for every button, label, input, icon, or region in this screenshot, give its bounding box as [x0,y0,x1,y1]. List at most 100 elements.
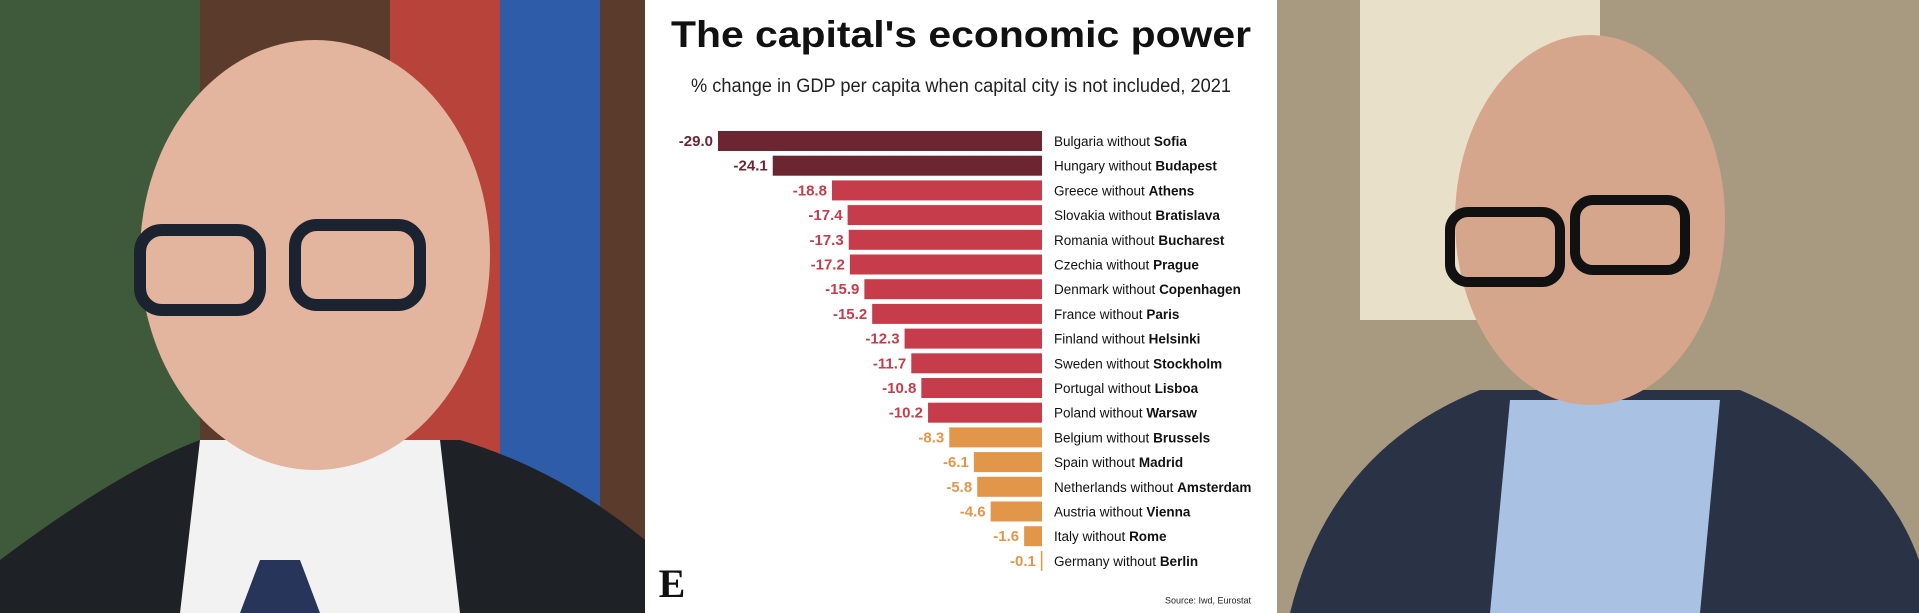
value-label: -17.2 [811,256,845,273]
category-label: Sweden without Stockholm [1054,356,1222,371]
category-prefix: France without [1054,306,1143,321]
category-label: Austria without Vienna [1054,504,1191,519]
value-label: -18.8 [793,182,827,199]
category-prefix: Austria without [1054,504,1143,519]
category-city: Rome [1129,529,1167,544]
bar [848,229,1042,250]
value-label: -10.2 [889,405,923,422]
value-label: -4.6 [960,503,986,520]
tie [240,560,320,613]
face [140,40,490,470]
value-label: -0.1 [1010,553,1036,570]
category-city: Paris [1146,306,1179,321]
bar [1024,526,1042,547]
category-label: Poland without Warsaw [1054,405,1197,420]
category-city: Copenhagen [1159,282,1241,297]
glasses-right [289,219,426,311]
category-prefix: Belgium without [1054,430,1150,445]
value-label: -10.8 [882,380,916,397]
category-city: Athens [1149,183,1195,198]
value-label: -1.6 [993,528,1019,545]
category-label: Italy without Rome [1054,529,1167,544]
bar [921,378,1042,398]
bar [973,452,1042,473]
category-prefix: Poland without [1054,405,1143,420]
bar [904,328,1042,349]
category-label: Denmark without Copenhagen [1054,282,1241,297]
bar [977,476,1042,497]
category-label: Hungary without Budapest [1054,158,1217,173]
shirt [1490,400,1720,613]
bar [872,303,1042,324]
source-note: Source: Iwd, Eurostat [1165,595,1252,605]
category-city: Warsaw [1146,405,1197,420]
category-label: Finland without Helsinki [1054,331,1200,346]
face [1455,35,1725,405]
logo: E [659,561,686,606]
category-city: Vienna [1146,504,1191,519]
chart-subtitle: % change in GDP per capita when capital … [691,76,1231,97]
value-label: -5.8 [946,479,972,496]
category-city: Helsinki [1149,331,1201,346]
shirt [180,440,460,613]
value-label: -11.7 [873,355,906,372]
category-prefix: Spain without [1054,455,1135,470]
category-city: Bucharest [1158,232,1225,247]
value-label: -17.3 [810,232,844,249]
category-city: Prague [1153,257,1199,272]
chart-title: The capital's economic power [671,14,1251,55]
category-city: Madrid [1139,455,1183,470]
value-label: -17.4 [808,207,843,224]
value-label: -29.0 [679,133,713,150]
bar [849,254,1042,275]
category-city: Berlin [1160,553,1198,568]
value-label: -6.1 [943,454,969,471]
bar [1040,550,1043,571]
category-prefix: Portugal without [1054,381,1151,396]
category-label: Slovakia without Bratislava [1054,208,1220,223]
bar [772,155,1042,176]
category-label: Romania without Bucharest [1054,232,1225,247]
category-label: Belgium without Brussels [1054,430,1210,445]
category-city: Lisboa [1155,381,1199,396]
category-prefix: Slovakia without [1054,208,1152,223]
bar [911,353,1042,374]
category-label: Czechia without Prague [1054,257,1199,272]
category-label: France without Paris [1054,306,1179,321]
value-label: -24.1 [734,158,768,175]
category-city: Budapest [1155,158,1217,173]
category-prefix: Germany without [1054,553,1156,568]
bar [847,205,1042,226]
bar [928,402,1042,423]
category-prefix: Italy without [1054,529,1126,544]
bar [718,131,1042,151]
category-city: Brussels [1153,430,1210,445]
glasses-right [1570,195,1690,275]
category-city: Bratislava [1155,208,1220,223]
value-label: -8.3 [918,429,944,446]
category-prefix: Finland without [1054,331,1145,346]
bar [831,180,1042,201]
category-label: Netherlands without Amsterdam [1054,479,1251,494]
category-prefix: Sweden without [1054,356,1150,371]
glasses-left [1445,207,1565,287]
category-prefix: Greece without [1054,183,1145,198]
category-prefix: Romania without [1054,232,1155,247]
left-photo [0,0,645,613]
category-city: Stockholm [1153,356,1222,371]
value-label: -15.2 [833,306,867,323]
value-label: -15.9 [825,281,859,298]
right-photo [1277,0,1919,613]
category-prefix: Netherlands without [1054,479,1174,494]
category-label: Bulgaria without Sofia [1054,134,1187,149]
category-prefix: Denmark without [1054,282,1156,297]
category-label: Portugal without Lisboa [1054,381,1199,396]
category-prefix: Bulgaria without [1054,134,1150,149]
bar [949,427,1042,448]
bar [864,279,1042,300]
bar [990,501,1042,522]
bar-chart: -29.0 Bulgaria without Sofia -24.1 Hungary … [679,131,1251,571]
value-label: -12.3 [865,331,899,348]
